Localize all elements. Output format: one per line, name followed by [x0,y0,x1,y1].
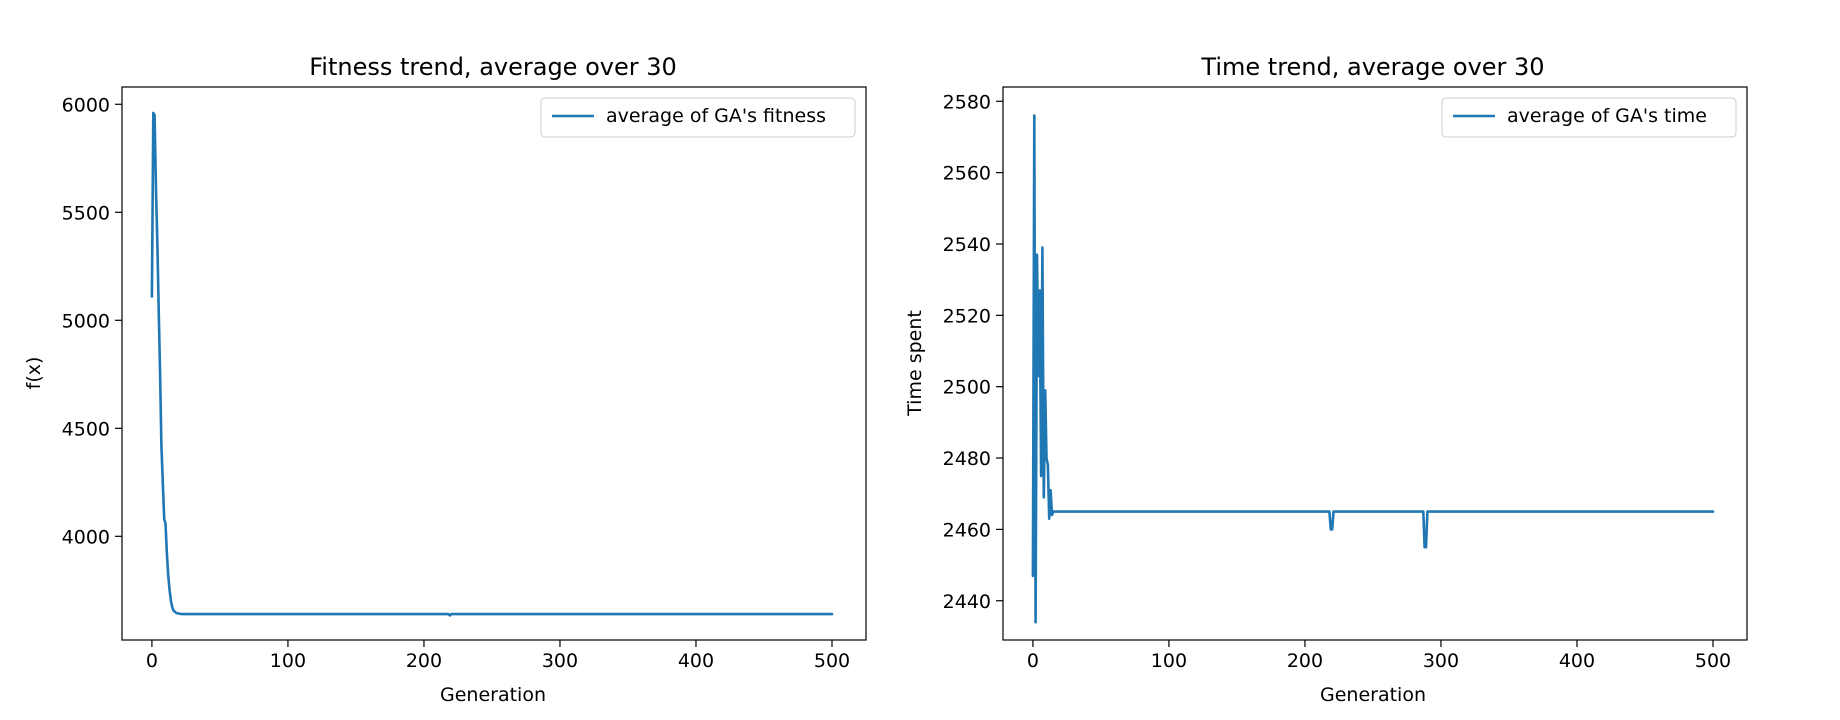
time-x-tick-label: 300 [1423,650,1459,672]
fitness-x-axis-label: Generation [440,684,546,706]
time-x-tick-label: 100 [1151,650,1187,672]
fitness-chart-title: Fitness trend, average over 30 [309,53,677,81]
fitness-chart: Fitness trend, average over 30 Generatio… [23,53,867,706]
time-plot-frame [1002,86,1748,641]
fitness-y-tick-label: 5500 [62,202,110,224]
fitness-x-tick-label: 400 [678,650,714,672]
fitness-legend-label: average of GA's fitness [606,105,826,127]
time-y-tick-label: 2540 [943,234,991,256]
fitness-x-tick-label: 200 [406,650,442,672]
time-y-tick-label: 2440 [943,591,991,613]
time-x-tick-label: 0 [1027,650,1039,672]
time-series-line [1031,114,1715,624]
fitness-x-tick-label: 300 [542,650,578,672]
time-y-tick-label: 2580 [943,91,991,113]
time-ticks: 0 100 200 300 400 500 2440 2460 2480 2500 2520 2540… [943,91,1731,672]
fitness-y-tick-label: 6000 [62,94,110,116]
fitness-series-line [150,111,834,617]
time-x-tick-label: 400 [1559,650,1595,672]
fitness-y-tick-label: 5000 [62,310,110,332]
time-y-tick-label: 2480 [943,448,991,470]
time-y-axis-label: Time spent [904,310,926,417]
time-x-tick-label: 500 [1695,650,1731,672]
time-y-tick-label: 2560 [943,163,991,185]
time-chart-title: Time trend, average over 30 [1200,53,1544,81]
time-y-tick-label: 2460 [943,519,991,541]
fitness-legend: average of GA's fitness [540,97,856,138]
fitness-ticks: 0 100 200 300 400 500 4000 4500 5000 5500 6000 [62,94,850,672]
time-y-tick-label: 2520 [943,305,991,327]
fitness-y-tick-label: 4000 [62,526,110,548]
time-legend: average of GA's time [1441,97,1737,138]
time-x-tick-label: 200 [1287,650,1323,672]
time-legend-box [1441,97,1737,138]
time-chart: Time trend, average over 30 Generation T… [904,53,1748,706]
time-series [1031,114,1715,624]
fitness-y-tick-label: 4500 [62,418,110,440]
time-legend-label: average of GA's time [1507,105,1707,127]
fitness-x-tick-label: 500 [814,650,850,672]
fitness-legend-box [540,97,856,138]
time-y-tick-label: 2500 [943,377,991,399]
fitness-x-tick-label: 100 [270,650,306,672]
fitness-y-axis-label: f(x) [23,357,45,390]
fitness-series [150,111,834,617]
time-x-axis-label: Generation [1320,684,1426,706]
fitness-x-tick-label: 0 [146,650,158,672]
fitness-plot-frame [121,86,867,641]
